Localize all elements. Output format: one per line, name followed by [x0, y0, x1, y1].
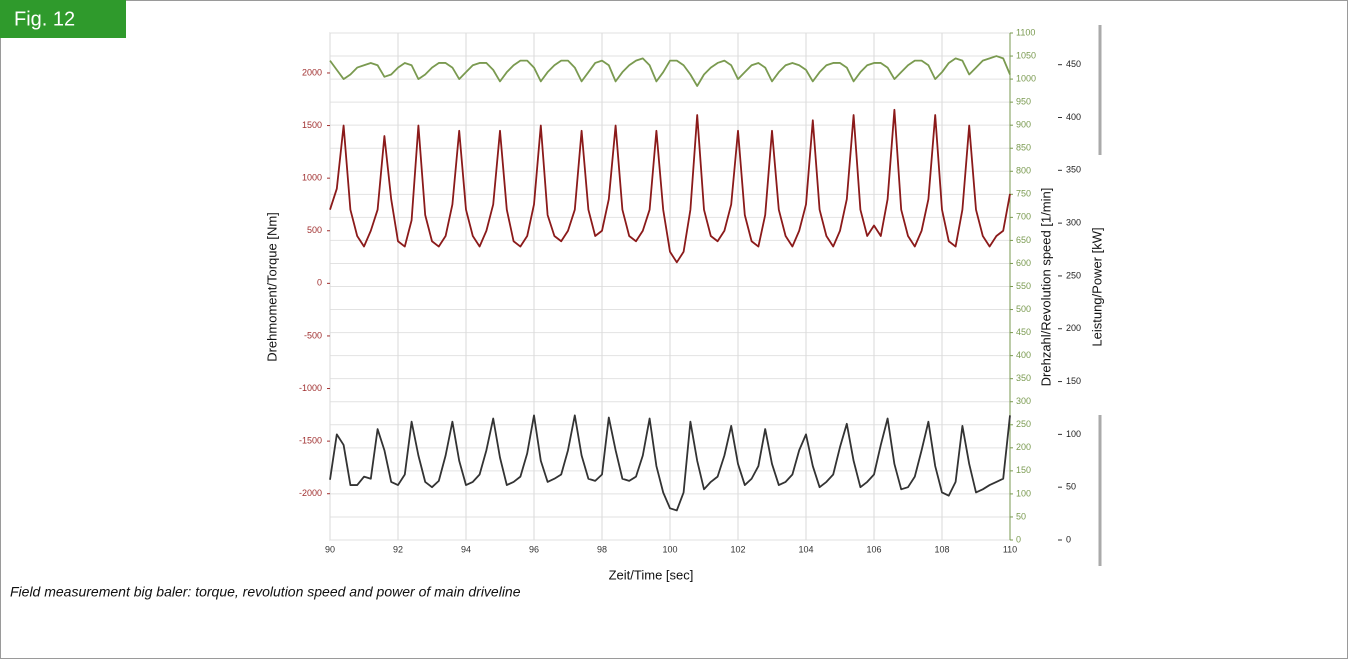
y3-tick-label: 450 [1066, 59, 1081, 69]
x-tick-label: 108 [934, 544, 949, 554]
fig-label: Fig. 12 [14, 8, 75, 30]
x-tick-label: 104 [798, 544, 813, 554]
y-tick-label: 2000 [302, 67, 322, 77]
fig-label-box [0, 0, 126, 38]
series-line [329, 414, 1011, 512]
y-tick-label: -2000 [299, 488, 322, 498]
x-axis-label: Zeit/Time [sec] [609, 567, 694, 582]
y2-axis-label: Drehzahl/Revolution speed [1/min] [1038, 188, 1053, 387]
y2-tick-label: 900 [1016, 120, 1031, 130]
y2-tick-label: 0 [1016, 534, 1021, 544]
y2-tick-label: 1050 [1016, 50, 1036, 60]
y3-tick-label: 200 [1066, 323, 1081, 333]
y2-tick-label: 950 [1016, 97, 1031, 107]
y2-tick-label: 250 [1016, 419, 1031, 429]
y2-tick-label: 50 [1016, 511, 1026, 521]
y-axis-label: Drehmoment/Torque [Nm] [264, 212, 279, 362]
y2-tick-label: 500 [1016, 304, 1031, 314]
x-tick-label: 110 [1003, 544, 1017, 554]
y2-tick-label: 450 [1016, 327, 1031, 337]
y-tick-label: -500 [304, 330, 322, 340]
x-tick-label: 94 [461, 544, 471, 554]
y3-axis-label: Leistung/Power [kW] [1089, 227, 1104, 346]
y2-tick-label: 850 [1016, 143, 1031, 153]
y2-tick-label: 700 [1016, 212, 1031, 222]
y2-tick-label: 100 [1016, 488, 1031, 498]
y2-tick-label: 400 [1016, 350, 1031, 360]
series-line [329, 55, 1011, 87]
x-tick-label: 96 [529, 544, 539, 554]
y-tick-label: 1000 [302, 173, 322, 183]
y2-tick-label: 800 [1016, 166, 1031, 176]
y-tick-label: 1500 [302, 120, 322, 130]
x-tick-label: 90 [325, 544, 335, 554]
y3-tick-label: 100 [1066, 429, 1081, 439]
y3-tick-label: 300 [1066, 218, 1081, 228]
y-tick-label: 0 [317, 278, 322, 288]
series-line [329, 108, 1011, 264]
x-tick-label: 100 [662, 544, 677, 554]
y2-tick-label: 650 [1016, 235, 1031, 245]
y3-tick-label: 50 [1066, 482, 1076, 492]
y2-tick-label: 350 [1016, 373, 1031, 383]
y-tick-label: -1500 [299, 435, 322, 445]
x-tick-label: 92 [393, 544, 403, 554]
y-tick-label: 500 [307, 225, 322, 235]
x-tick-label: 102 [730, 544, 745, 554]
y-tick-label: -1000 [299, 383, 322, 393]
y3-tick-label: 400 [1066, 112, 1081, 122]
caption: Field measurement big baler: torque, rev… [10, 584, 521, 600]
y3-tick-label: 150 [1066, 376, 1081, 386]
y2-tick-label: 1100 [1016, 27, 1035, 37]
x-tick-label: 106 [866, 544, 881, 554]
y3-tick-label: 250 [1066, 270, 1081, 280]
y2-tick-label: 200 [1016, 442, 1031, 452]
y2-tick-label: 550 [1016, 281, 1031, 291]
y3-tick-label: 0 [1066, 534, 1071, 544]
y2-tick-label: 150 [1016, 465, 1031, 475]
y2-tick-label: 750 [1016, 189, 1031, 199]
y2-tick-label: 600 [1016, 258, 1031, 268]
y2-tick-label: 1000 [1016, 73, 1036, 83]
x-tick-label: 98 [597, 544, 607, 554]
y3-tick-label: 350 [1066, 165, 1081, 175]
y2-tick-label: 300 [1016, 396, 1031, 406]
